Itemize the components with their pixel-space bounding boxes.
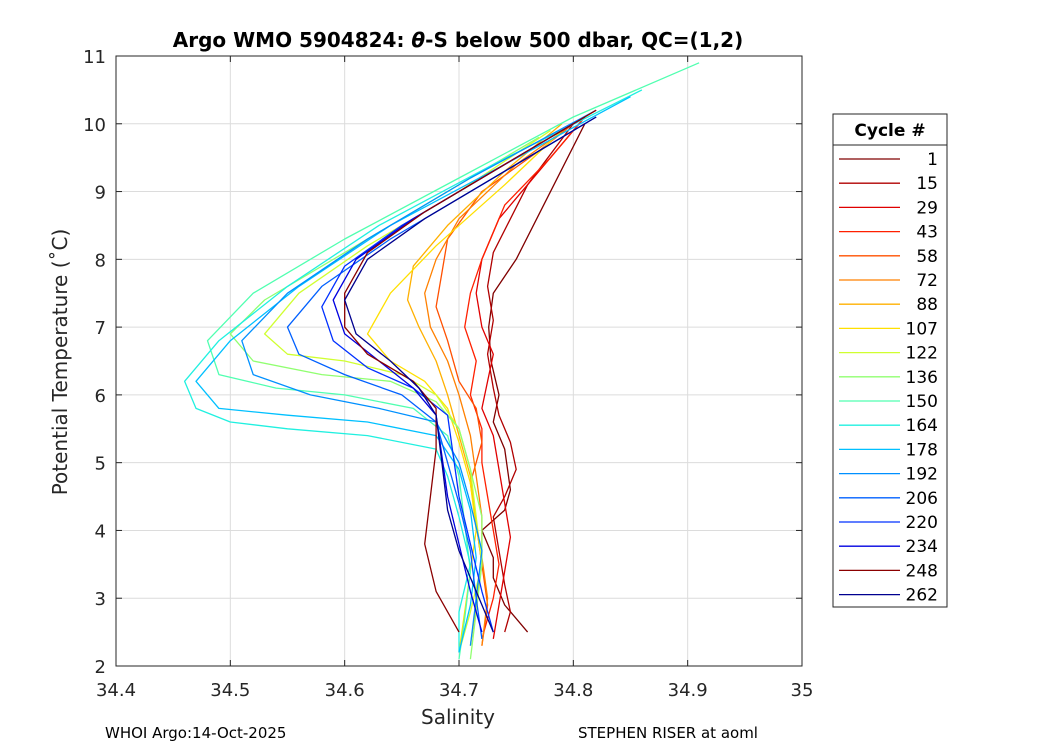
legend-label: 43 (916, 223, 938, 243)
y-tick-label: 2 (95, 657, 106, 678)
footer-left-credit: WHOI Argo:14-Oct-2025 (105, 724, 287, 742)
legend-label: 88 (916, 295, 938, 315)
series-line-cycle-248 (344, 109, 597, 633)
series-layer (183, 62, 700, 660)
legend-label: 262 (906, 586, 938, 606)
legend-label: 72 (916, 271, 938, 291)
legend-label: 107 (906, 319, 938, 339)
legend-label: 15 (916, 174, 938, 194)
series-line-cycle-192 (241, 109, 597, 646)
y-tick-label: 5 (95, 454, 106, 475)
legend-label: 1 (927, 150, 938, 170)
series-line-cycle-206 (286, 116, 597, 639)
legend-label: 122 (906, 344, 938, 364)
x-axis-label: Salinity (421, 705, 495, 729)
legend: Cycle #1 15 29 43 58 72 88 107 122 136 150 164 178 19… (832, 113, 948, 608)
y-axis-label: Potential Temperature (˚C) (48, 229, 72, 496)
series-line-cycle-164 (183, 89, 643, 653)
x-tick-label: 34.7 (439, 680, 479, 701)
series-line-cycle-43 (464, 116, 586, 640)
series-line-cycle-220 (321, 116, 586, 633)
axis-ticks: 34.4 34.5 34.6 34.7 34.8 34.9 35 2 3 4 5 6 7 8 9 10 11 (83, 47, 813, 701)
series-line-cycle-150 (206, 62, 700, 660)
legend-label: 206 (906, 489, 938, 509)
legend-label: 220 (906, 513, 938, 533)
legend-label: 150 (906, 392, 938, 412)
x-tick-label: 34.6 (325, 680, 365, 701)
y-tick-label: 10 (83, 115, 106, 136)
legend-label: 29 (916, 198, 938, 218)
legend-label: 192 (906, 465, 938, 485)
series-line-cycle-15 (486, 123, 574, 633)
legend-label: 234 (906, 537, 938, 557)
series-line-cycle-262 (344, 116, 597, 633)
legend-label: 178 (906, 440, 938, 460)
legend-box (832, 113, 948, 608)
y-tick-label: 6 (95, 386, 106, 407)
y-tick-label: 3 (95, 589, 106, 610)
footer-right-credit: STEPHEN RISER at aoml (578, 724, 758, 742)
chart-title: Argo WMO 5904824: θ-S below 500 dbar, QC… (173, 28, 743, 52)
x-tick-label: 34.4 (96, 680, 136, 701)
y-tick-label: 8 (95, 250, 106, 271)
y-tick-label: 11 (83, 47, 106, 68)
x-tick-label: 34.5 (210, 680, 250, 701)
legend-label: 136 (906, 368, 938, 388)
y-tick-label: 4 (95, 521, 106, 542)
x-tick-label: 35 (791, 680, 814, 701)
y-tick-label: 7 (95, 318, 106, 339)
x-tick-label: 34.9 (668, 680, 708, 701)
legend-label: 164 (906, 416, 938, 436)
x-tick-label: 34.8 (553, 680, 593, 701)
y-tick-label: 9 (95, 183, 106, 204)
series-line-cycle-234 (332, 116, 586, 633)
legend-label: 248 (906, 561, 938, 581)
legend-title: Cycle # (854, 121, 925, 141)
series-line-cycle-178 (195, 96, 631, 653)
legend-label: 58 (916, 247, 938, 267)
series-line-cycle-1 (481, 123, 586, 633)
